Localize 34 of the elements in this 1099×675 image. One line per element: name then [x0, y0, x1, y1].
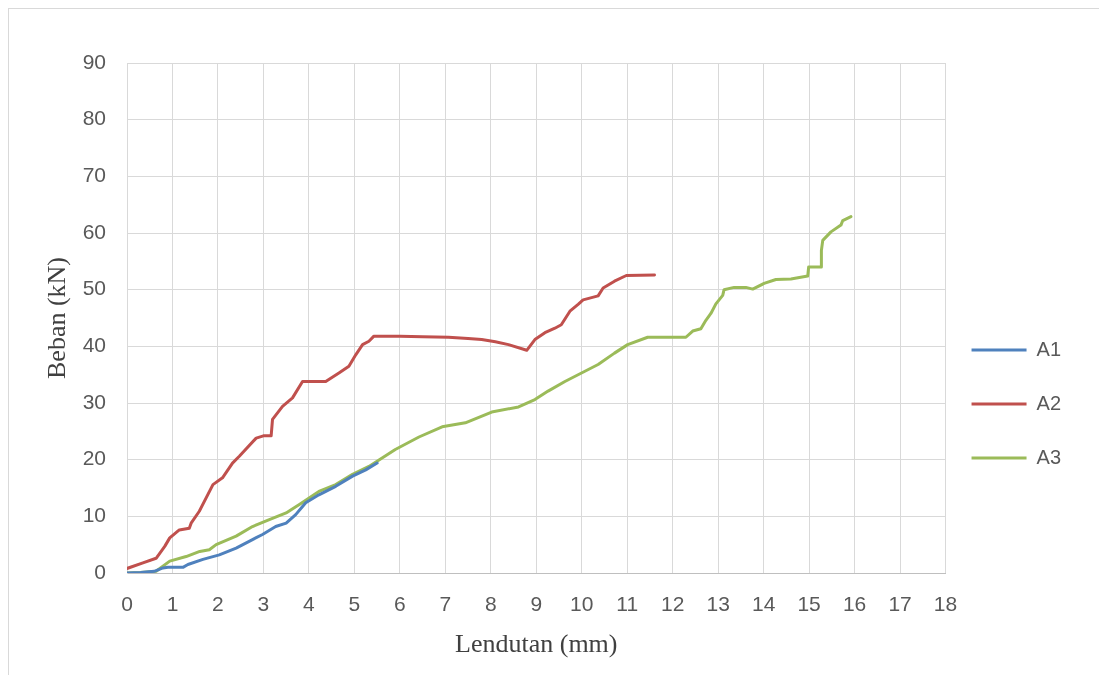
y-tick-label: 70: [82, 163, 106, 187]
x-tick-label: 5: [348, 592, 361, 616]
x-tick-label: 12: [661, 592, 685, 616]
x-tick-label: 11: [616, 592, 639, 616]
x-tick-label: 4: [303, 592, 316, 616]
x-tick-label: 13: [706, 592, 730, 616]
legend-label: A1: [1036, 337, 1062, 360]
x-tick-label: 2: [212, 592, 224, 616]
x-tick-label: 3: [257, 592, 270, 616]
x-tick-label: 0: [121, 592, 133, 616]
y-tick-label: 90: [82, 49, 106, 73]
y-tick-label: 20: [82, 446, 106, 470]
x-tick-label: 7: [439, 592, 452, 616]
x-tick-label: 16: [842, 592, 867, 616]
y-tick-label: 0: [94, 559, 106, 583]
legend-label: A2: [1036, 391, 1062, 414]
y-axis-title: Beban (kN): [42, 256, 72, 380]
y-tick-label: 10: [82, 503, 106, 527]
y-tick-label: 30: [82, 389, 106, 413]
x-axis-title: Lendutan (mm): [455, 629, 618, 659]
x-tick-label: 9: [530, 592, 543, 616]
x-tick-label: 18: [933, 592, 958, 616]
y-tick-label: 80: [82, 106, 106, 130]
x-tick-label: 1: [166, 592, 179, 616]
x-tick-label: 17: [888, 592, 912, 616]
y-tick-label: 40: [82, 333, 106, 357]
x-tick-label: 6: [394, 592, 406, 616]
x-tick-label: 8: [484, 592, 497, 616]
x-tick-label: 14: [751, 592, 776, 616]
legend-label: A3: [1036, 445, 1062, 468]
y-tick-label: 60: [82, 219, 106, 243]
x-tick-label: 15: [797, 592, 821, 616]
y-tick-label: 50: [82, 276, 106, 300]
x-tick-label: 10: [570, 592, 594, 616]
